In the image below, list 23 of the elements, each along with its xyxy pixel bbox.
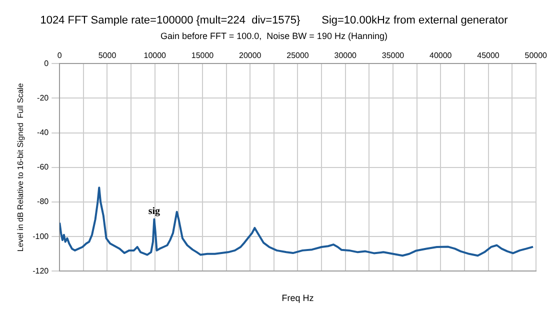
x-axis-title: Freq Hz (282, 293, 314, 304)
y-tick-label: -60 (37, 162, 50, 172)
y-tick-label: -100 (32, 232, 50, 241)
x-tick-label: 50000 (524, 51, 548, 60)
annotation: sig (148, 206, 160, 217)
y-axis-title: Level in dB Relative to 16-bit Signed Full Scale (16, 82, 26, 252)
x-tick-label: 15000 (191, 51, 214, 60)
y-tick-label: -20 (37, 93, 50, 102)
y-tick-label: -40 (37, 128, 50, 138)
chart-title: 1024 FFT Sample rate=100000 {mult=224 div=1575} Sig=10.00kHz from external generator (40, 14, 508, 27)
x-tick-label: 30000 (334, 51, 358, 60)
chart-subtitle: Gain before FFT = 100.0, Noise BW = 190 Hz (Hanning) (160, 31, 388, 42)
x-tick-label: 0 (57, 51, 62, 60)
x-tick-label: 45000 (477, 51, 500, 60)
x-tick-label: 25000 (286, 51, 310, 60)
y-tick-label: 0 (44, 58, 50, 68)
x-tick-label: 40000 (430, 51, 452, 60)
x-tick-label: 20000 (238, 51, 262, 60)
x-tick-label: 5000 (98, 51, 117, 60)
x-tick-label: 10000 (144, 51, 167, 60)
y-tick-label: -80 (37, 197, 50, 206)
x-tick-label: 35000 (382, 51, 405, 60)
y-tick-label: -120 (32, 266, 50, 276)
